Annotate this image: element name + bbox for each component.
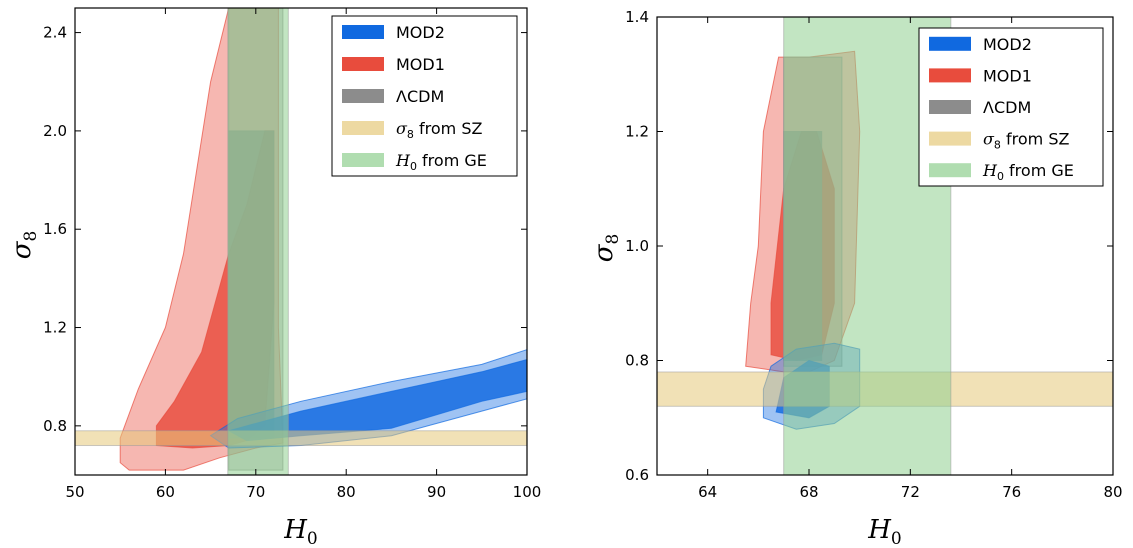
legend-swatch <box>342 153 384 167</box>
legend-label: σ8 from SZ <box>983 130 1069 152</box>
legend-swatch <box>929 100 971 114</box>
x-tick-label: 68 <box>799 483 818 501</box>
x-tick-label: 90 <box>427 483 446 501</box>
x-tick-label: 76 <box>1002 483 1021 501</box>
legend-swatch <box>929 163 971 178</box>
chart-panel-1: 50 60 70 80 90 100 0.8 1.2 1.6 2.0 2.4 H0 σ8 MOD2 MOD1… <box>7 7 542 548</box>
legend-swatch <box>342 89 384 103</box>
legend-label: σ8 from SZ <box>396 119 482 141</box>
y-tick-label: 0.6 <box>625 466 649 484</box>
legend-label: ΛCDM <box>983 98 1031 117</box>
x-tick-label: 50 <box>65 483 84 501</box>
x-tick-label: 100 <box>513 483 542 501</box>
chart-panel-2: 64 68 72 76 80 0.6 0.8 1.0 1.2 1.4 H0 σ8 MOD2 MOD1 ΛCD… <box>589 8 1123 548</box>
y-tick-label: 1.6 <box>43 220 67 238</box>
band-sigma8-sz <box>75 430 527 447</box>
y-axis-label: σ8 <box>7 231 41 260</box>
x-axis-label: H0 <box>283 515 318 548</box>
x-tick-label: 72 <box>901 483 920 501</box>
legend-swatch <box>342 25 384 39</box>
legend-label: H0 from GE <box>395 151 487 173</box>
y-tick-label: 0.8 <box>625 352 649 370</box>
y-tick-label: 1.2 <box>625 123 649 141</box>
legend-label: MOD1 <box>983 66 1032 85</box>
legend-label: MOD2 <box>983 35 1032 54</box>
legend: MOD2 MOD1 ΛCDM σ8 from SZ H0 from GE <box>331 15 518 177</box>
y-tick-label: 1.0 <box>625 237 649 255</box>
x-tick-label: 60 <box>156 483 175 501</box>
legend-swatch <box>929 131 971 146</box>
legend-swatch <box>929 36 971 51</box>
legend-label: H0 from GE <box>982 161 1074 183</box>
legend-swatch <box>342 121 384 135</box>
x-tick-label: 64 <box>698 483 717 501</box>
legend-label: MOD1 <box>396 55 445 74</box>
plot-area <box>75 8 527 475</box>
x-axis-label: H0 <box>867 515 902 548</box>
band-h0-ge <box>227 8 289 475</box>
y-tick-label: 1.2 <box>43 319 67 337</box>
y-axis-label: σ8 <box>589 234 623 263</box>
legend-swatch <box>929 68 971 83</box>
plot-frame <box>74 7 528 476</box>
x-tick-label: 80 <box>337 483 356 501</box>
y-tick-label: 2.0 <box>43 122 67 140</box>
y-tick-label: 2.4 <box>43 24 67 42</box>
y-tick-label: 1.4 <box>625 8 649 26</box>
legend-label: MOD2 <box>396 23 445 42</box>
legend: MOD2 MOD1 ΛCDM σ8 from SZ H0 from GE <box>918 27 1104 187</box>
x-tick-label: 80 <box>1103 483 1122 501</box>
x-tick-label: 70 <box>246 483 265 501</box>
legend-label: ΛCDM <box>396 87 444 106</box>
y-tick-label: 0.8 <box>43 417 67 435</box>
legend-swatch <box>342 57 384 71</box>
